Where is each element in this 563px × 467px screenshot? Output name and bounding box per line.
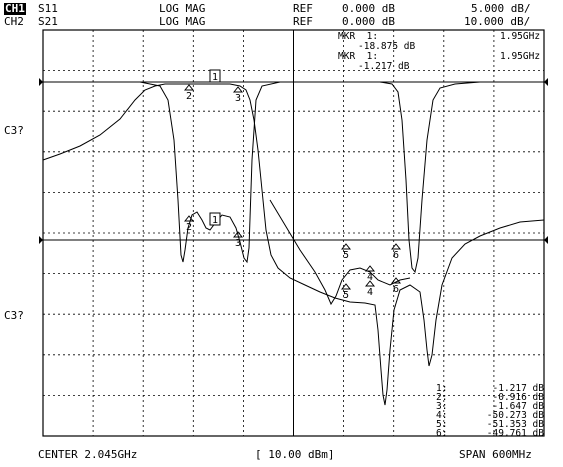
ch2-ref-value: 0.000 dB xyxy=(342,15,395,28)
marker-table-value-4: -50.273 dB xyxy=(486,410,544,421)
s21-marker-3: 3 xyxy=(232,86,244,104)
mkr1-ch2-label: MKR 1: xyxy=(338,51,379,62)
s11-marker-6: 6 xyxy=(390,243,402,261)
marker-table-num-3: 3: xyxy=(436,401,448,412)
s11-marker-4: 4 xyxy=(364,265,376,283)
s11-marker-2: 2 xyxy=(183,215,195,233)
marker-table-num-5: 5: xyxy=(436,419,448,430)
s11-marker-4-label: 4 xyxy=(367,272,373,283)
s11-marker-5: 5 xyxy=(340,283,352,301)
s11-marker-6-label: 6 xyxy=(393,250,399,261)
ch2-parameter: S21 xyxy=(38,15,58,28)
marker-table-num-6: 6: xyxy=(436,428,448,439)
s11-marker-4-label: 4 xyxy=(367,287,373,298)
s21-marker-3-label: 3 xyxy=(235,93,241,104)
s11-marker-1: 1 xyxy=(209,212,221,226)
marker-table-value-1: -1.217 dB xyxy=(492,383,544,394)
graticule xyxy=(39,29,548,437)
s11-marker-5: 5 xyxy=(340,243,352,261)
source-power: [ 10.00 dBm] xyxy=(255,448,335,461)
span-frequency: SPAN 600MHz xyxy=(459,448,532,461)
mkr1-ch1-value: -18.875 dB xyxy=(358,41,416,52)
marker-table-value-5: -51.353 dB xyxy=(486,419,544,430)
ch2-scale: 10.000 dB/ xyxy=(464,15,531,28)
ch2-format: LOG MAG xyxy=(159,15,206,28)
marker-table-num-1: 1: xyxy=(436,383,448,394)
ch1-format: LOG MAG xyxy=(159,2,206,15)
s21-marker-1: 1 xyxy=(209,69,221,83)
mkr1-ch1-freq: 1.95GHz xyxy=(500,31,541,42)
side-label-upper: C3? xyxy=(4,124,24,137)
ch1-indicator[interactable]: CH1 xyxy=(4,2,26,15)
s11-marker-4: 4 xyxy=(364,280,376,298)
marker-table-value-6: -49.761 dB xyxy=(486,428,544,439)
mkr1-ch2-freq: 1.95GHz xyxy=(500,51,541,62)
marker-table-value-2: -0.916 dB xyxy=(492,392,544,403)
s11-marker-5-label: 5 xyxy=(343,290,349,301)
s11-marker-6-label: 6 xyxy=(393,284,399,295)
s11-trace xyxy=(43,81,544,274)
side-label-lower: C3? xyxy=(4,309,24,322)
marker-table-num-2: 2: xyxy=(436,392,448,403)
s11-marker-3: 3 xyxy=(232,231,244,249)
marker-table-num-4: 4: xyxy=(436,410,448,421)
s21-marker-2-label: 2 xyxy=(186,91,192,102)
mkr1-ch1-label: MKR 1: xyxy=(338,31,379,42)
ch1-ref-value: 0.000 dB xyxy=(342,2,395,15)
traces xyxy=(42,81,545,406)
s11-marker-3-label: 3 xyxy=(235,238,241,249)
ch1-ref-label: REF xyxy=(293,2,313,15)
s11-marker-6: 6 xyxy=(390,277,402,295)
center-frequency: CENTER 2.045GHz xyxy=(38,448,138,461)
trace-markers: 2 1 3 2 1 3 5 4 6 5 4 6 xyxy=(183,69,402,301)
mkr1-ch2-value: -1.217 dB xyxy=(358,61,410,72)
ch1-scale: 5.000 dB/ xyxy=(471,2,531,15)
s11-marker-1-label: 1 xyxy=(212,215,218,226)
ch2-ref-label: REF xyxy=(293,15,313,28)
ch2-indicator[interactable]: CH2 xyxy=(4,15,24,28)
ch1-parameter: S11 xyxy=(38,2,58,15)
s21-marker-2: 2 xyxy=(183,84,195,102)
s11-midband-trace xyxy=(269,199,411,306)
s21-marker-1-label: 1 xyxy=(212,72,218,83)
s11-marker-5-label: 5 xyxy=(343,250,349,261)
marker-table-value-3: -1.647 dB xyxy=(492,401,544,412)
s11-marker-2-label: 2 xyxy=(186,222,192,233)
